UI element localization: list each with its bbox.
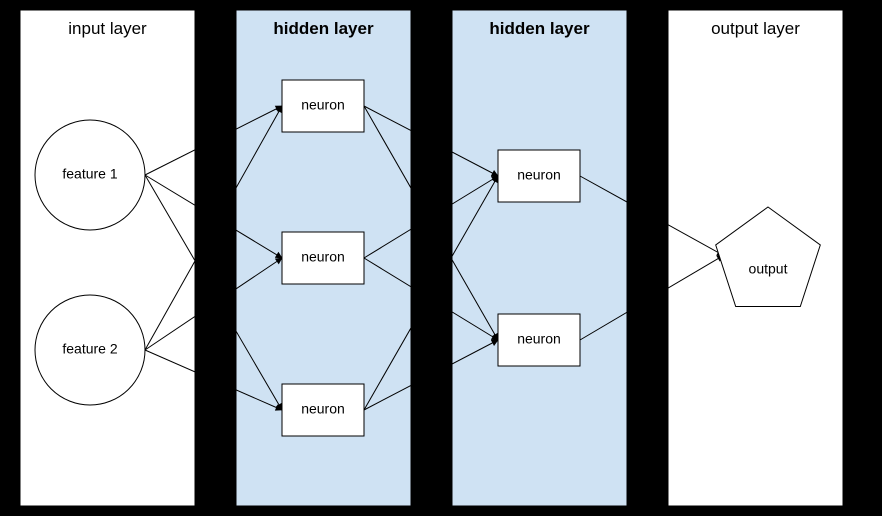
layer-input: input layer: [20, 10, 195, 506]
node-h1c: neuron: [282, 384, 364, 436]
node-label: feature 2: [62, 341, 117, 357]
node-label: neuron: [301, 97, 345, 113]
node-h1a: neuron: [282, 80, 364, 132]
node-label: output: [749, 261, 788, 277]
node-f2: feature 2: [35, 295, 145, 405]
node-label: neuron: [301, 249, 345, 265]
layer-title: input layer: [68, 19, 147, 38]
layer-title: output layer: [711, 19, 800, 38]
node-h2b: neuron: [498, 314, 580, 366]
node-label: feature 1: [62, 166, 117, 182]
node-f1: feature 1: [35, 120, 145, 230]
layer-hidden2: hidden layer: [452, 10, 627, 506]
node-h2a: neuron: [498, 150, 580, 202]
node-label: neuron: [517, 331, 561, 347]
node-label: neuron: [517, 167, 561, 183]
layer-title: hidden layer: [273, 19, 374, 38]
layer-title: hidden layer: [489, 19, 590, 38]
node-h1b: neuron: [282, 232, 364, 284]
node-label: neuron: [301, 401, 345, 417]
nn-diagram: input layer hidden layer hidden layer outpu…: [0, 0, 882, 516]
